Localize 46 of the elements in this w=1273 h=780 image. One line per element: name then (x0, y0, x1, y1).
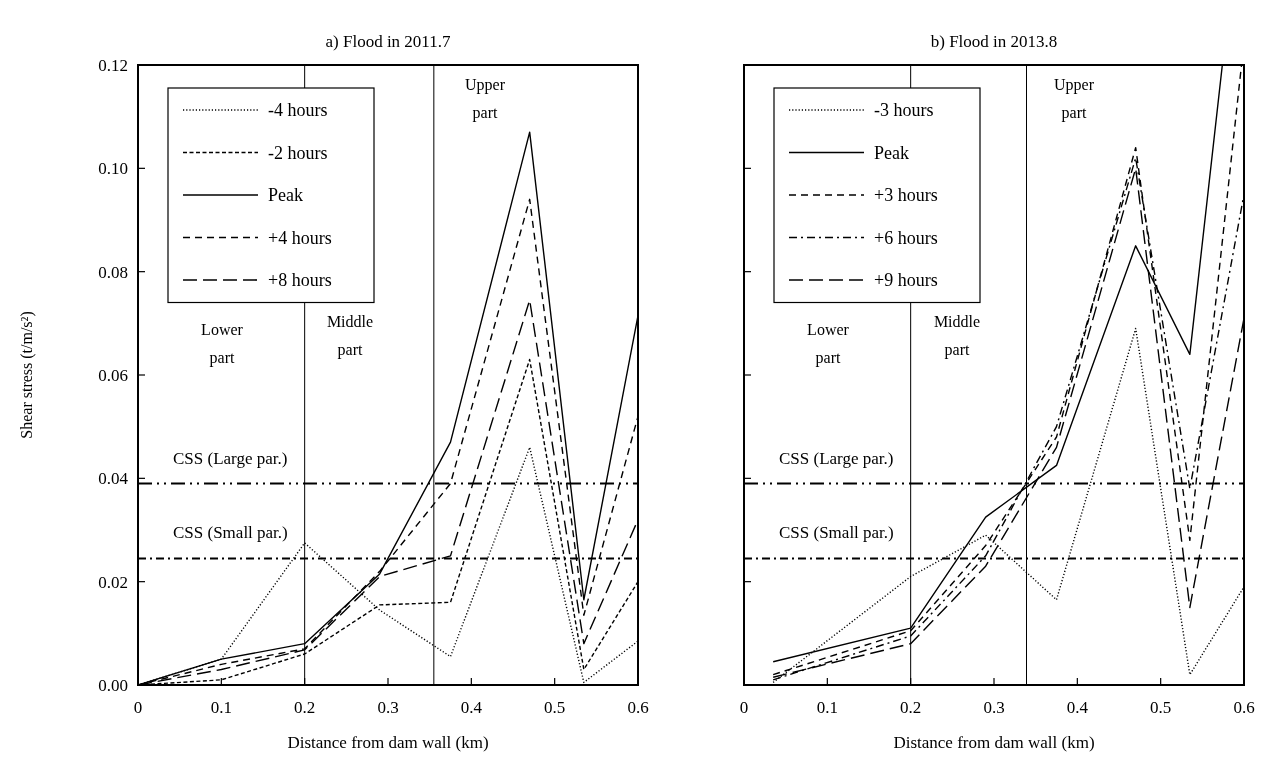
x-tick-label: 0.4 (460, 698, 483, 717)
legend-label: -2 hours (268, 142, 328, 163)
x-tick-label: 0.2 (294, 698, 316, 717)
x-tick-label: 0.6 (1233, 698, 1255, 717)
ref-line-label: CSS (Small par.) (173, 523, 288, 543)
annotation: Lower part (201, 321, 244, 367)
y-tick-label: 0.00 (98, 676, 128, 695)
legend-label: -3 hours (874, 100, 934, 120)
annotation: Lower part (807, 321, 850, 367)
legend-label: +9 hours (874, 270, 938, 290)
x-tick-label: 0 (739, 698, 749, 717)
legend-label: Peak (268, 185, 303, 205)
x-axis-title: Distance from dam wall (km) (287, 733, 489, 752)
x-tick-label: 0 (133, 698, 143, 717)
x-tick-label: 0.1 (816, 698, 838, 717)
legend-label: +8 hours (268, 270, 332, 290)
x-tick-label: 0.1 (210, 698, 232, 717)
x-tick-label: 0.6 (627, 698, 649, 717)
ref-line-label: CSS (Large par.) (173, 448, 288, 468)
legend-label: +3 hours (874, 185, 938, 205)
y-tick-label: 0.04 (98, 469, 129, 489)
annotation: Middle part (326, 313, 374, 359)
ref-line-label: CSS (Small par.) (779, 523, 894, 543)
legend-label: +4 hours (268, 227, 332, 248)
x-tick-label: 0.3 (983, 698, 1005, 717)
x-tick-label: 0.2 (900, 698, 922, 717)
x-tick-label: 0.5 (1150, 698, 1172, 717)
chart-title: b) Flood in 2013.8 (930, 32, 1058, 51)
annotation: Upper part (465, 76, 506, 122)
annotation: Middle part (933, 313, 981, 359)
chart-title: a) Flood in 2011.7 (325, 32, 451, 51)
legend-label: Peak (874, 142, 909, 163)
y-tick-label: 0.06 (98, 366, 128, 385)
y-tick-label: 0.08 (98, 262, 128, 282)
ref-line-label: CSS (Large par.) (779, 448, 894, 468)
annotation: Upper part (1054, 76, 1095, 122)
x-tick-label: 0.5 (544, 698, 566, 717)
y-axis-title: Shear stress (t/m/s²) (18, 311, 36, 439)
x-tick-label: 0.3 (377, 698, 399, 717)
y-tick-label: 0.10 (98, 159, 128, 179)
y-tick-label: 0.02 (98, 572, 128, 592)
x-tick-label: 0.4 (1066, 698, 1089, 717)
legend-label: -4 hours (268, 100, 328, 120)
x-axis-title: Distance from dam wall (km) (893, 733, 1095, 752)
y-tick-label: 0.12 (98, 56, 128, 75)
legend-label: +6 hours (874, 227, 938, 248)
